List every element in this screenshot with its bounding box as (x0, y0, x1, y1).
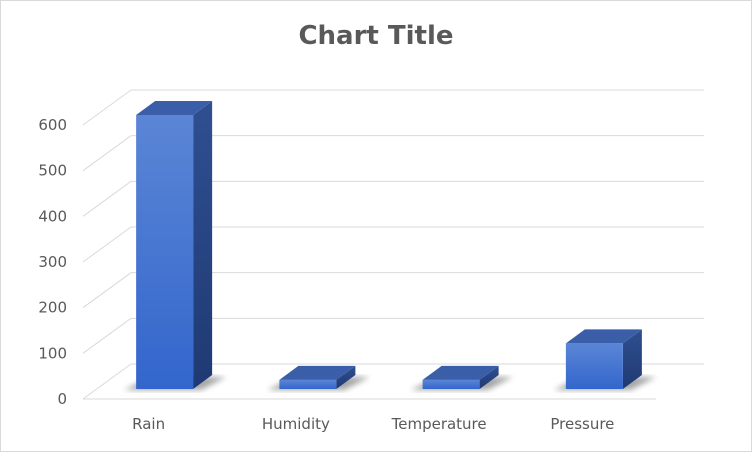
x-tick-label: Pressure (550, 415, 614, 433)
y-tick-label: 500 (38, 162, 67, 180)
y-tick-label: 300 (38, 253, 67, 271)
axis-labels: 0 100 200 300 400 500 600 Rain Humidity Temperatu… (38, 116, 614, 433)
bar (565, 343, 623, 389)
bar (279, 379, 337, 389)
bar-side (193, 101, 213, 389)
bar (422, 379, 480, 389)
gridline-side (82, 135, 132, 172)
bar-side (479, 365, 499, 389)
bar-side (622, 329, 642, 389)
x-tick-label: Rain (132, 415, 165, 433)
y-tick-label: 400 (38, 207, 67, 225)
bar-top (279, 365, 356, 380)
gridline-side (82, 226, 132, 263)
bar-top (136, 101, 213, 115)
y-tick-label: 200 (38, 299, 67, 317)
x-tick-label: Temperature (391, 415, 487, 433)
gridline-side (82, 180, 132, 217)
bar-side (336, 365, 356, 389)
gridline-side (82, 363, 132, 400)
bar-top (565, 329, 642, 344)
gridline-side (82, 89, 132, 126)
gridline-side (82, 272, 132, 309)
bar-top (422, 365, 499, 380)
x-tick-label: Humidity (262, 415, 330, 433)
bar (136, 115, 194, 389)
gridline-side (82, 317, 132, 354)
y-tick-label: 100 (38, 344, 67, 362)
chart-title: Chart Title (298, 21, 454, 51)
gridlines (82, 89, 704, 400)
y-tick-label: 600 (38, 116, 67, 134)
y-tick-label: 0 (57, 390, 67, 408)
bars (124, 101, 656, 390)
